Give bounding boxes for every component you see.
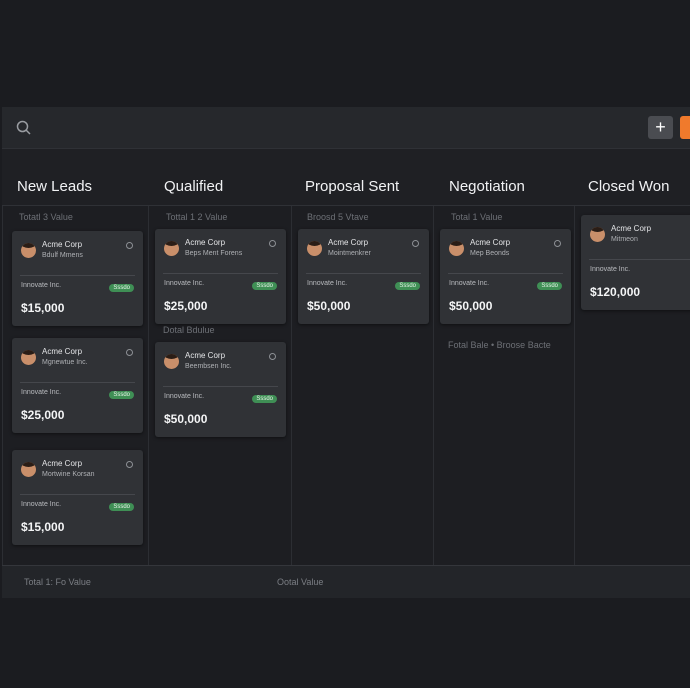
column-title: Negotiation <box>449 178 525 195</box>
deal-value: $50,000 <box>164 412 208 426</box>
avatar <box>164 354 179 369</box>
status-dot <box>554 240 561 247</box>
deal-card[interactable]: Acme Corp Beps Ment Forens Innovate Inc. Ss… <box>155 229 286 324</box>
contact-name: Mitmeon <box>611 236 638 243</box>
contact-name: Bdulf Mmens <box>42 252 83 259</box>
deal-value: $120,000 <box>590 285 641 299</box>
status-badge: Sssdo <box>109 391 134 399</box>
deal-card[interactable]: Acme Corp Mointmenkrer Innovate Inc. Sssdo $… <box>298 229 429 324</box>
status-dot <box>412 240 419 247</box>
board: New Leads Totatl 3 Value Acme Corp Bdulf Mm… <box>2 148 690 565</box>
contact-name: Mep Beonds <box>470 250 510 257</box>
contact-name: Mortwine Korsan <box>42 471 95 478</box>
deal-card[interactable]: Acme Corp Mep Beonds Innovate Inc. Sssdo $50… <box>440 229 571 324</box>
company-name: Acme Corp <box>42 240 83 249</box>
footer-text: Total 1: Fo Value <box>24 577 91 587</box>
deal-card[interactable]: Acme Corp Bdulf Mmens Innovate Inc. Sssdo $1… <box>12 231 143 326</box>
company-name: Acme Corp <box>328 238 369 247</box>
deal-value: $15,000 <box>21 301 65 315</box>
client-name: Innovate Inc. <box>164 280 205 287</box>
deal-value: $25,000 <box>164 299 208 313</box>
status-badge: Sssdo <box>395 282 420 290</box>
client-name: Innovate Inc. <box>307 280 348 287</box>
card-divider <box>20 275 135 276</box>
deal-card[interactable]: Acme Corp Beembsen Inc. Innovate Inc. Sssdo… <box>155 342 286 437</box>
footer: Total 1: Fo Value Ootal Value <box>2 565 690 598</box>
footer-text: Ootal Value <box>277 577 324 587</box>
column-note: Fotal Bale • Broose Bacte <box>448 340 551 350</box>
status-badge: Sssdo <box>252 282 277 290</box>
column-summary: Totatl 3 Value <box>19 212 73 222</box>
client-name: Innovate Inc. <box>449 280 490 287</box>
status-badge: Sssdo <box>252 395 277 403</box>
contact-name: Beembsen Inc. <box>185 363 232 370</box>
deal-value: $25,000 <box>21 408 65 422</box>
status-dot <box>126 349 133 356</box>
avatar <box>307 241 322 256</box>
status-dot <box>126 461 133 468</box>
card-divider <box>306 273 421 274</box>
contact-name: Mointmenkrer <box>328 250 371 257</box>
client-name: Innovate Inc. <box>590 266 631 273</box>
avatar <box>21 350 36 365</box>
column-title: Proposal Sent <box>305 178 400 195</box>
column-title: Closed Won <box>588 178 670 195</box>
avatar <box>449 241 464 256</box>
card-divider <box>163 273 278 274</box>
client-name: Innovate Inc. <box>21 501 62 508</box>
card-divider <box>20 494 135 495</box>
status-badge: Sssdo <box>109 503 134 511</box>
avatar <box>21 243 36 258</box>
status-badge: Sssdo <box>537 282 562 290</box>
column-note: Dotal Bdulue <box>163 325 215 335</box>
column-summary: Broosd 5 Vtave <box>307 212 369 222</box>
deal-value: $50,000 <box>449 299 493 313</box>
company-name: Acme Corp <box>611 224 652 233</box>
column-title: Qualified <box>164 178 224 195</box>
company-name: Acme Corp <box>42 459 83 468</box>
primary-button[interactable] <box>680 116 690 139</box>
card-divider <box>448 273 563 274</box>
company-name: Acme Corp <box>42 347 83 356</box>
status-badge: Sssdo <box>109 284 134 292</box>
column-summary: Tottal 1 2 Value <box>166 212 228 222</box>
header-divider <box>2 205 690 206</box>
contact-name: Mgnewtue Inc. <box>42 359 88 366</box>
search-icon[interactable] <box>16 120 32 136</box>
app-window: + New Leads Totatl 3 Value Acme Corp Bdulf … <box>2 107 690 598</box>
company-name: Acme Corp <box>470 238 511 247</box>
deal-card[interactable]: Acme Corp Mgnewtue Inc. Innovate Inc. Sssdo… <box>12 338 143 433</box>
avatar <box>21 462 36 477</box>
add-button[interactable]: + <box>648 116 673 139</box>
card-divider <box>163 386 278 387</box>
avatar <box>164 241 179 256</box>
company-name: Acme Corp <box>185 351 226 360</box>
column-title: New Leads <box>17 178 93 195</box>
top-bar: + <box>2 107 690 149</box>
company-name: Acme Corp <box>185 238 226 247</box>
avatar <box>590 227 605 242</box>
deal-value: $50,000 <box>307 299 351 313</box>
card-divider <box>20 382 135 383</box>
contact-name: Beps Ment Forens <box>185 250 243 257</box>
deal-value: $15,000 <box>21 520 65 534</box>
client-name: Innovate Inc. <box>21 389 62 396</box>
client-name: Innovate Inc. <box>21 282 62 289</box>
status-dot <box>269 240 276 247</box>
client-name: Innovate Inc. <box>164 393 205 400</box>
deal-card[interactable]: Acme Corp Mortwine Korsan Innovate Inc. Sss… <box>12 450 143 545</box>
card-divider <box>589 259 690 260</box>
status-dot <box>269 353 276 360</box>
column-summary: Total 1 Value <box>451 212 503 222</box>
status-dot <box>126 242 133 249</box>
